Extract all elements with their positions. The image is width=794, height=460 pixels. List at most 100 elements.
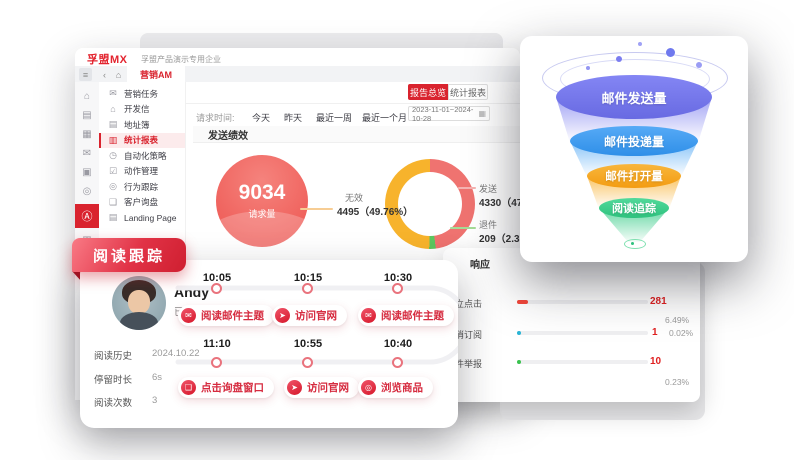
timeline-event-label: 阅读邮件主题 (201, 310, 264, 322)
avatar (112, 276, 166, 330)
sidebar-item-label: 动作管理 (124, 166, 159, 177)
avatar-body (120, 312, 158, 330)
decor-dot (631, 242, 634, 245)
sidebar-item-behavior-tracking[interactable]: ◎ 行为跟踪 (99, 179, 185, 195)
leader-line-sent (458, 187, 476, 189)
timeline-path (175, 285, 458, 365)
request-volume-kpi-circle: 9034 请求量 (216, 155, 308, 247)
stat-label: 阅读历史 (94, 351, 133, 362)
response-row-value: 1 (652, 327, 658, 338)
filter-last-month[interactable]: 最近一个月 (362, 113, 408, 123)
funnel-level-label: 邮件发送量 (601, 90, 667, 106)
timeline-event-read-mail-subject[interactable]: ✉ 阅读邮件主题 (358, 305, 454, 326)
kpi-value: 9034 (238, 181, 286, 204)
timeline-time: 11:10 (203, 338, 231, 350)
avatar-face (128, 290, 150, 314)
leader-line-invalid (300, 208, 333, 210)
chart-icon: ▥ (108, 134, 118, 145)
mail-icon: ✉ (181, 308, 196, 323)
funnel-level-open[interactable]: 邮件打开量 (587, 164, 681, 188)
mail-icon: ✉ (109, 88, 117, 99)
response-row-label: 邮件举报 (446, 359, 483, 369)
sidebar-item-customer-inquiry[interactable]: ❑ 客户询盘 (99, 195, 185, 211)
response-bar-track (517, 300, 648, 304)
sidebar-item-action-management[interactable]: ☑ 动作管理 (99, 164, 185, 180)
filter-yesterday[interactable]: 昨天 (284, 113, 303, 123)
send-icon: ➤ (275, 308, 290, 323)
timeline-event-browse-products[interactable]: ◎ 浏览商品 (358, 377, 433, 398)
hamburger-icon[interactable]: ≡ (79, 68, 92, 81)
timeline-time: 10:15 (293, 272, 323, 284)
target-icon: ◎ (109, 181, 117, 192)
rail-compass-icon[interactable]: ◎ (82, 186, 92, 197)
funnel-level-send[interactable]: 邮件发送量 (556, 75, 712, 119)
sidebar-item-marketing-tasks[interactable]: ✉ 营销任务 (99, 86, 185, 102)
filter-today[interactable]: 今天 (252, 113, 271, 123)
decor-dot (586, 66, 590, 70)
timeline-event-visit-website[interactable]: ➤ 访问官网 (272, 305, 347, 326)
timeline-node (392, 357, 403, 368)
funnel-tip-ellipse (624, 239, 646, 249)
response-row-value: 10 (650, 356, 662, 367)
sidebar-item-prospecting-mail[interactable]: ⌂ 开发信 (99, 102, 185, 118)
timeline-event-label: 阅读邮件主题 (381, 310, 444, 322)
tab-bar: ≡ ‹ ⌂ 营销AM (75, 66, 520, 82)
timeline-event-visit-website[interactable]: ➤ 访问官网 (284, 377, 359, 398)
tab-marketing-am[interactable]: 营销AM (127, 66, 185, 82)
back-icon[interactable]: ‹ (103, 69, 106, 80)
date-range-picker[interactable]: 2023-11-01~2024-10-28 ▦ (408, 105, 490, 123)
timeline-event-label: 访问官网 (295, 310, 337, 322)
divider (185, 103, 520, 104)
home-icon[interactable]: ⌂ (115, 69, 122, 80)
stat-value: 3 (152, 395, 158, 406)
report-overview-button[interactable]: 报告总览 (408, 84, 448, 100)
rail-grid-icon[interactable]: ▦ (82, 129, 92, 140)
rail-app-a-icon[interactable]: Ⓐ (75, 204, 99, 228)
rail-contacts-icon[interactable]: ▤ (82, 110, 92, 121)
sidebar-item-statistics-report[interactable]: ▥ 统计报表 (99, 132, 185, 148)
statistics-report-button[interactable]: 统计报表 (448, 84, 488, 100)
timeline-time: 10:55 (293, 338, 323, 350)
reading-tracking-card: Andy 已建档客户 阅读历史 2024.10.22 停留时长 6s 阅读次数 … (80, 260, 458, 428)
decor-dot (696, 62, 702, 68)
funnel-level-delivery[interactable]: 邮件投递量 (570, 126, 698, 156)
rail-box-icon[interactable]: ▣ (82, 167, 92, 178)
timeline-event-label: 访问官网 (307, 382, 349, 394)
sidebar-item-label: 客户询盘 (124, 197, 159, 208)
timeline-event-click-inquiry-window[interactable]: ❑ 点击询盘窗口 (178, 377, 274, 398)
filter-last-week[interactable]: 最近一周 (316, 113, 353, 123)
request-time-label: 请求时间: (196, 113, 235, 123)
browse-icon: ◎ (361, 380, 376, 395)
sidebar-item-automation-strategy[interactable]: ◷ 自动化策略 (99, 148, 185, 164)
sidebar-item-landing-page[interactable]: ▤ Landing Page (99, 210, 185, 226)
rail-mail-icon[interactable]: ✉ (82, 148, 92, 159)
rail-home-icon[interactable]: ⌂ (83, 91, 91, 102)
sidebar-item-label: 营销任务 (124, 88, 159, 99)
decor-dot (666, 48, 675, 57)
sidebar-item-address-book[interactable]: ▤ 地址簿 (99, 117, 185, 133)
sidebar-item-label: Landing Page (124, 212, 177, 223)
org-name: 孚盟产品演示专用企业 (141, 55, 221, 64)
sidebar-item-label: 行为跟踪 (124, 181, 159, 192)
funnel-level-read-tracking[interactable]: 阅读追踪 (599, 198, 669, 218)
timeline-node (211, 357, 222, 368)
stat-label: 阅读次数 (94, 398, 133, 409)
timeline-event-read-mail-subject[interactable]: ✉ 阅读邮件主题 (178, 305, 274, 326)
leader-line-bounce (450, 227, 476, 229)
checkbox-icon: ☑ (108, 165, 118, 176)
kpi-label: 请求量 (248, 209, 276, 219)
brand-logo: 孚盟MX (87, 54, 128, 66)
chat-icon: ❑ (181, 380, 196, 395)
sidebar-item-label: 统计报表 (124, 135, 159, 146)
response-card-title: 响应 (470, 260, 490, 271)
response-stats-card: 响应 独立点击 281 6.49% 取消订阅 1 0.02% 邮件举报 10 0… (443, 248, 700, 402)
legend-sent-label: 发送 (479, 184, 498, 194)
timeline-node (302, 283, 313, 294)
stat-label: 停留时长 (94, 375, 133, 386)
timeline-time: 10:05 (202, 272, 232, 284)
legend-invalid-value: 4495（49.76%） (337, 207, 414, 218)
card-icon: ▤ (108, 119, 118, 130)
stat-value: 2024.10.22 (152, 348, 200, 359)
chat-icon: ❑ (108, 196, 118, 207)
